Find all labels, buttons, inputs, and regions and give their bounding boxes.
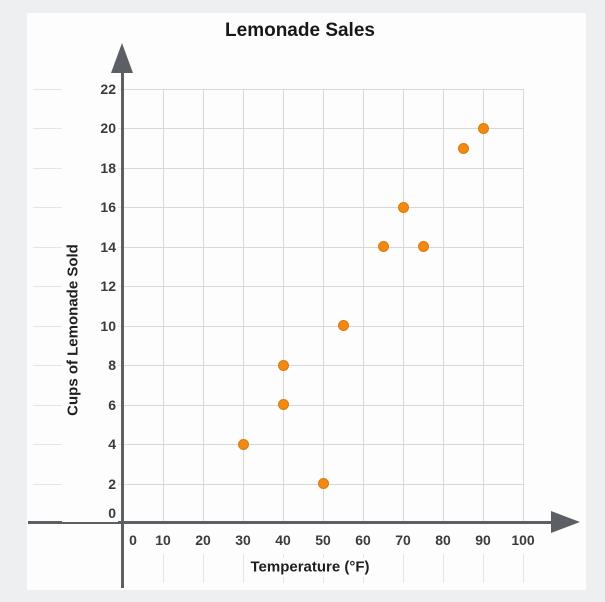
x-axis-arrow-icon xyxy=(551,511,580,533)
x-tick-label: 30 xyxy=(232,531,254,549)
data-point xyxy=(317,478,329,490)
grid-line-v xyxy=(403,89,404,523)
y-tick-label: 22 xyxy=(62,80,118,98)
y-axis-line xyxy=(121,60,124,588)
grid-line-v-stub xyxy=(203,554,204,583)
x-tick-label: 0 xyxy=(126,531,140,549)
x-tick-label: 70 xyxy=(392,531,414,549)
y-axis-title: Cups of Lemonade Sold xyxy=(63,239,83,421)
grid-line-v-stub xyxy=(483,554,484,583)
x-tick-label: 80 xyxy=(432,531,454,549)
data-point xyxy=(277,359,289,371)
x-tick-label: 20 xyxy=(192,531,214,549)
x-tick-label: 10 xyxy=(152,531,174,549)
grid-line-v-stub xyxy=(243,554,244,583)
chart-panel xyxy=(27,13,586,590)
x-axis-title: Temperature (°F) xyxy=(245,557,375,577)
y-tick-label: 18 xyxy=(62,158,118,177)
data-point xyxy=(377,241,389,253)
y-tick-label: 2 xyxy=(62,474,118,493)
x-axis-line xyxy=(28,521,554,524)
data-point xyxy=(457,142,469,154)
y-tick-label: 20 xyxy=(62,119,118,138)
data-point xyxy=(337,320,349,332)
x-tick-label: 40 xyxy=(272,531,294,549)
x-tick-label: 100 xyxy=(508,531,538,549)
grid-line-v-stub xyxy=(523,554,524,583)
grid-line-v xyxy=(163,89,164,523)
grid-line-v xyxy=(523,89,524,523)
y-tick-label: 16 xyxy=(62,198,118,217)
grid-line-v-stub xyxy=(163,554,164,583)
x-tick-label: 90 xyxy=(472,531,494,549)
data-point xyxy=(417,241,429,253)
grid-line-v xyxy=(323,89,324,523)
grid-line-v xyxy=(363,89,364,523)
y-tick-label: 0 xyxy=(62,504,118,522)
grid-line-v-stub xyxy=(443,554,444,583)
grid-line-v xyxy=(483,89,484,523)
chart-title: Lemonade Sales xyxy=(225,20,375,41)
grid-line-v xyxy=(443,89,444,523)
y-axis-arrow-icon xyxy=(111,43,133,73)
data-point xyxy=(237,438,249,450)
grid-line-v-stub xyxy=(403,554,404,583)
x-tick-label: 50 xyxy=(312,531,334,549)
grid-line-v xyxy=(203,89,204,523)
data-point xyxy=(397,201,409,213)
x-tick-label: 60 xyxy=(352,531,374,549)
grid-line-v xyxy=(243,89,244,523)
y-tick-label: 4 xyxy=(62,435,118,454)
grid-line-v xyxy=(283,89,284,523)
data-point xyxy=(277,399,289,411)
data-point xyxy=(477,122,489,134)
